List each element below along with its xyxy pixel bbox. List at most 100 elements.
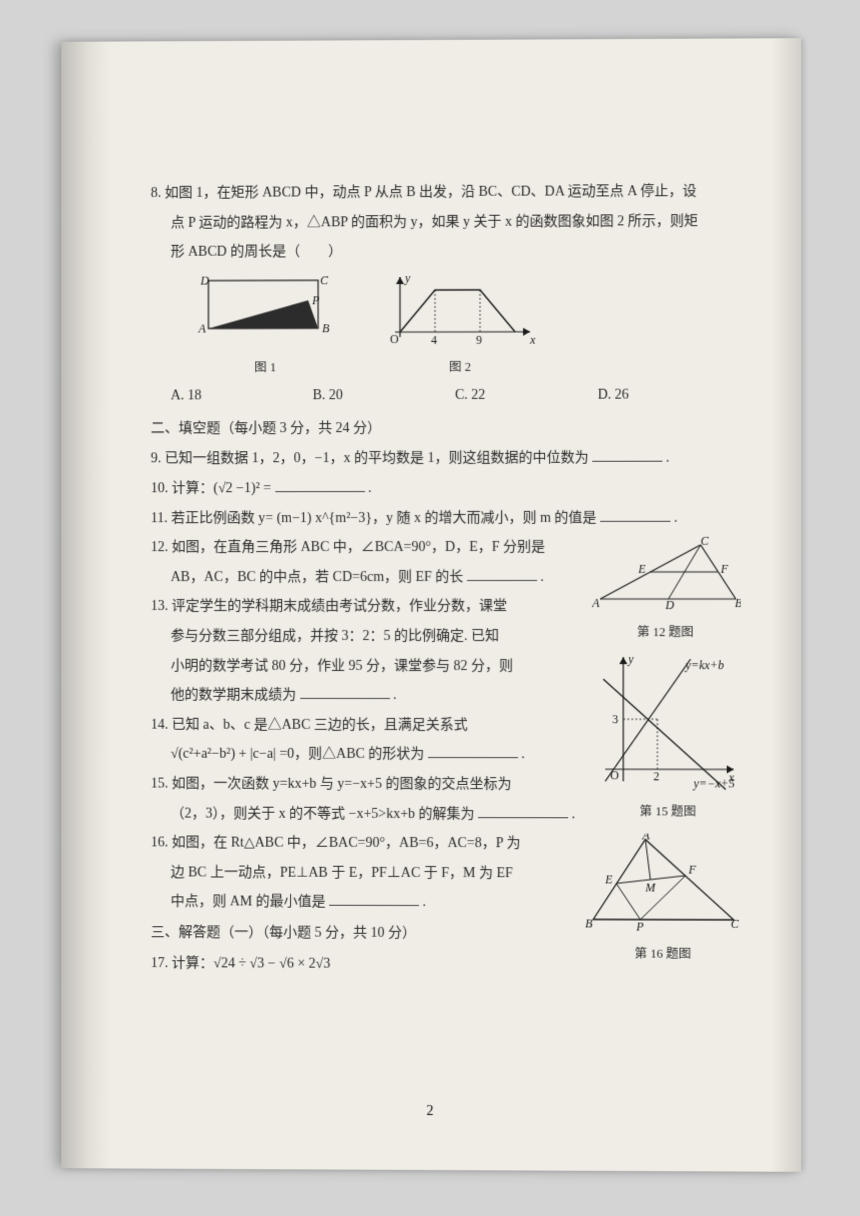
svg-text:A: A bbox=[198, 321, 207, 335]
function-graph: O x y 4 9 bbox=[380, 271, 540, 346]
page-number: 2 bbox=[427, 1104, 434, 1120]
figure-2: O x y 4 9 图 2 bbox=[380, 271, 540, 379]
q-num: 16. bbox=[151, 836, 168, 851]
q8-figures: D C A B P 图 1 O bbox=[191, 271, 741, 380]
period: . bbox=[572, 807, 576, 822]
svg-text:F: F bbox=[720, 562, 729, 576]
svg-text:A: A bbox=[591, 596, 600, 610]
q12-figure: A B C D E F 第 12 题图 bbox=[590, 537, 741, 645]
question-11: 11. 若正比例函数 y= (m−1) x^{m²−3}，y 随 x 的增大而减… bbox=[151, 505, 741, 532]
fig2-caption: 图 2 bbox=[380, 355, 540, 379]
fig-caption: 第 16 题图 bbox=[585, 942, 741, 966]
q-text: 他的数学期末成绩为 bbox=[171, 688, 297, 703]
q-text: 已知一组数据 1，2，0，−1，x 的平均数是 1，则这组数据的中位数为 bbox=[165, 451, 589, 467]
q-text: AB，AC，BC 的中点，若 CD=6cm，则 EF 的长 bbox=[171, 570, 464, 585]
svg-text:2: 2 bbox=[653, 769, 659, 783]
svg-text:C: C bbox=[701, 537, 710, 548]
q-num: 9. bbox=[151, 452, 161, 467]
answer-blank bbox=[600, 507, 670, 521]
answer-blank bbox=[478, 804, 568, 818]
question-8: 8. 如图 1，在矩形 ABCD 中，动点 P 从点 B 出发，沿 BC、CD、… bbox=[151, 179, 741, 208]
q8-line3: 形 ABCD 的周长是（ ） bbox=[151, 238, 741, 266]
exam-page: 8. 如图 1，在矩形 ABCD 中，动点 P 从点 B 出发，沿 BC、CD、… bbox=[61, 38, 801, 1172]
svg-text:y: y bbox=[404, 271, 411, 284]
q16-figure: A B C E F M P 第 16 题图 bbox=[585, 833, 741, 966]
svg-text:x: x bbox=[529, 333, 536, 347]
svg-text:D: D bbox=[664, 598, 674, 612]
content-area: 8. 如图 1，在矩形 ABCD 中，动点 P 从点 B 出发，沿 BC、CD、… bbox=[151, 179, 741, 979]
svg-text:E: E bbox=[604, 873, 613, 887]
q-text: 计算：√24 ÷ √3 − √6 × 2√3 bbox=[172, 956, 331, 971]
svg-text:D: D bbox=[199, 273, 209, 287]
q-num: 12. bbox=[151, 540, 168, 555]
svg-text:9: 9 bbox=[476, 333, 482, 347]
period: . bbox=[521, 748, 525, 763]
fig1-caption: 图 1 bbox=[191, 356, 341, 380]
q-num: 10. bbox=[151, 481, 168, 496]
svg-text:P: P bbox=[311, 293, 319, 307]
answer-blank bbox=[592, 448, 662, 462]
q15-figure: O x y 2 3 y=kx+b y=−x+5 第 15 题图 bbox=[595, 651, 741, 824]
q-text: 已知 a、b、c 是△ABC 三边的长，且满足关系式 bbox=[172, 718, 468, 733]
option-d: D. 26 bbox=[598, 383, 741, 410]
svg-text:O: O bbox=[390, 332, 399, 346]
period: . bbox=[666, 451, 670, 466]
answer-blank bbox=[428, 744, 518, 758]
q-num: 15. bbox=[151, 777, 168, 792]
q-text: （2，3），则关于 x 的不等式 −x+5>kx+b 的解集为 bbox=[171, 806, 475, 822]
period: . bbox=[540, 570, 544, 585]
svg-text:P: P bbox=[635, 920, 643, 934]
q-text: 计算：(√2 −1)² = bbox=[172, 481, 272, 496]
q-num: 13. bbox=[151, 599, 168, 614]
q-text: 评定学生的学科期末成绩由考试分数，作业分数，课堂 bbox=[172, 599, 507, 614]
svg-text:y: y bbox=[627, 652, 634, 666]
svg-text:E: E bbox=[637, 562, 646, 576]
fig-caption: 第 12 题图 bbox=[590, 621, 741, 645]
period: . bbox=[423, 895, 426, 910]
answer-blank bbox=[467, 567, 537, 581]
option-a: A. 18 bbox=[171, 384, 313, 411]
period: . bbox=[393, 688, 396, 703]
period: . bbox=[674, 510, 678, 525]
q-text: 如图，一次函数 y=kx+b 与 y=−x+5 的图象的交点坐标为 bbox=[172, 777, 512, 793]
q-text: 如图，在直角三角形 ABC 中，∠BCA=90°，D，E，F 分别是 bbox=[172, 540, 545, 555]
svg-text:B: B bbox=[735, 596, 741, 610]
svg-text:3: 3 bbox=[612, 712, 618, 726]
q-text: √(c²+a²−b²) + |c−a| =0，则△ABC 的形状为 bbox=[171, 747, 425, 762]
svg-text:M: M bbox=[644, 881, 656, 895]
question-10: 10. 计算：(√2 −1)² = . bbox=[151, 476, 741, 503]
triangle-diagram-16: A B C E F M P bbox=[585, 833, 741, 934]
svg-text:A: A bbox=[641, 833, 650, 842]
q-text: 如图，在 Rt△ABC 中，∠BAC=90°，AB=6，AC=8，P 为 bbox=[172, 836, 521, 852]
svg-text:y=−x+5: y=−x+5 bbox=[693, 776, 735, 790]
triangle-diagram-12: A B C D E F bbox=[590, 537, 741, 612]
q-text: 若正比例函数 y= (m−1) x^{m²−3}，y 随 x 的增大而减小，则 … bbox=[171, 511, 596, 526]
answer-blank bbox=[300, 685, 390, 699]
svg-text:C: C bbox=[320, 273, 329, 287]
fig-caption: 第 15 题图 bbox=[595, 800, 741, 824]
q8-line2: 点 P 运动的路程为 x，△ABP 的面积为 y，如果 y 关于 x 的函数图象… bbox=[151, 209, 741, 238]
option-b: B. 20 bbox=[313, 383, 455, 410]
q-text: 如图 1，在矩形 ABCD 中，动点 P 从点 B 出发，沿 BC、CD、DA … bbox=[165, 184, 697, 201]
q-num: 14. bbox=[151, 718, 168, 733]
period: . bbox=[368, 481, 371, 496]
svg-text:O: O bbox=[610, 768, 619, 782]
svg-text:F: F bbox=[688, 863, 697, 877]
option-c: C. 22 bbox=[455, 383, 598, 410]
svg-text:B: B bbox=[322, 321, 330, 335]
svg-text:4: 4 bbox=[431, 333, 437, 347]
q-num: 11. bbox=[151, 511, 168, 526]
question-9: 9. 已知一组数据 1，2，0，−1，x 的平均数是 1，则这组数据的中位数为 … bbox=[151, 446, 741, 473]
section-2-heading: 二、填空题（每小题 3 分，共 24 分） bbox=[151, 415, 741, 443]
answer-blank bbox=[275, 478, 365, 492]
answer-blank bbox=[329, 892, 419, 906]
rectangle-diagram: D C A B P bbox=[191, 272, 341, 347]
figure-1: D C A B P 图 1 bbox=[191, 272, 341, 380]
q-text: 中点，则 AM 的最小值是 bbox=[171, 895, 326, 910]
svg-text:C: C bbox=[731, 917, 740, 931]
lines-graph-15: O x y 2 3 y=kx+b y=−x+5 bbox=[595, 651, 741, 791]
svg-text:y=kx+b: y=kx+b bbox=[685, 658, 724, 672]
svg-text:B: B bbox=[585, 917, 593, 931]
q-num: 8. bbox=[151, 186, 161, 201]
q8-options: A. 18 B. 20 C. 22 D. 26 bbox=[151, 383, 741, 411]
